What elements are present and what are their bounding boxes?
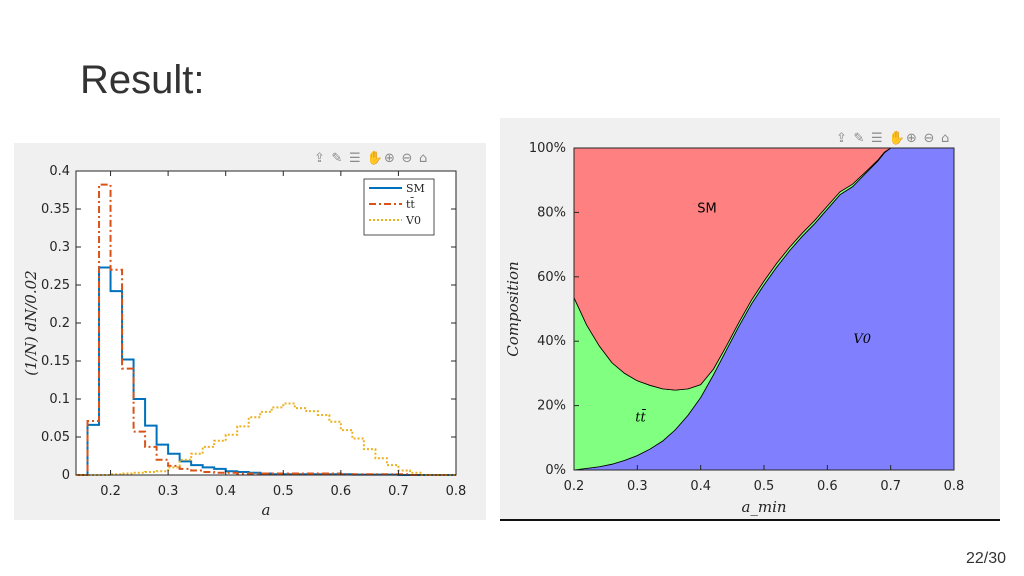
y-axis-label: (1/N) dN/0.02 [22, 270, 40, 375]
series-line-2 [76, 402, 456, 476]
region-label-sm: SM [697, 201, 716, 216]
y-tick-label: 0.15 [41, 354, 70, 369]
composition-chart: 0.2 0.3 0.4 0.5 0.6 0.7 0.8 0% 20% 40% 60% 80% 100% a… [504, 130, 965, 516]
legend-label-0: SM [406, 182, 425, 195]
x-tick-label: 0.7 [880, 479, 901, 494]
home-icon[interactable]: ⌂ [419, 151, 427, 166]
y-tick-label: 0.05 [41, 430, 70, 445]
y-tick-label: 0 [62, 468, 70, 483]
region-label-tt: tt̄ [635, 409, 647, 426]
x-tick-label: 0.4 [690, 479, 711, 494]
brush-icon[interactable]: ✎ [854, 131, 865, 146]
y-tick-label: 20% [537, 399, 566, 414]
y-tick-label: 100% [529, 141, 566, 156]
x-tick-label: 0.8 [944, 479, 965, 494]
x-tick-label: 0.4 [215, 484, 236, 499]
legend-label-1: tt̄ [406, 198, 415, 211]
region-label-v0: V0 [853, 332, 871, 347]
x-tick-label: 0.6 [817, 479, 838, 494]
y-tick-label: 0% [545, 463, 566, 478]
x-tick-label: 0.3 [158, 484, 179, 499]
x-tick-label: 0.2 [100, 484, 121, 499]
legend-icon[interactable]: ☰ [871, 131, 883, 146]
y-tick-label: 60% [537, 270, 566, 285]
x-tick-label: 0.6 [331, 484, 352, 499]
zoom-out-icon[interactable]: ⊖ [402, 151, 413, 166]
y-tick-label: 0.1 [49, 392, 70, 407]
x-tick-label: 0.5 [273, 484, 294, 499]
page-number: 22/30 [965, 550, 1006, 567]
series-line-1 [76, 183, 456, 476]
zoom-in-icon[interactable]: ⊕ [906, 131, 917, 146]
histogram-chart: 0.2 0.3 0.4 0.5 0.6 0.7 0.8 0 0.05 0.1 0.15 0.2 0.25… [22, 150, 467, 519]
composition-figure: 0.2 0.3 0.4 0.5 0.6 0.7 0.8 0% 20% 40% 60% 80% 100% a… [500, 118, 1000, 520]
zoom-in-icon[interactable]: ⊕ [384, 151, 395, 166]
slide-title: Result: [80, 58, 205, 102]
y-tick-label: 0.25 [41, 278, 70, 293]
brush-icon[interactable]: ✎ [332, 151, 343, 166]
y-tick-label: 0.4 [49, 164, 70, 179]
legend-label-2: V0 [405, 214, 421, 227]
bottom-rule [500, 519, 1000, 521]
legend-icon[interactable]: ☰ [349, 151, 361, 166]
pan-icon[interactable]: ✋ [367, 150, 383, 166]
x-tick-label: 0.8 [446, 484, 467, 499]
y-tick-label: 40% [537, 334, 566, 349]
histogram-figure: 0.2 0.3 0.4 0.5 0.6 0.7 0.8 0 0.05 0.1 0.15 0.2 0.25… [14, 143, 486, 520]
y-tick-label: 80% [537, 205, 566, 220]
export-icon[interactable]: ⇪ [836, 131, 847, 146]
y-axis-label: Composition [504, 261, 522, 356]
x-axis-label: a_min [741, 498, 786, 516]
home-icon[interactable]: ⌂ [941, 131, 949, 146]
zoom-out-icon[interactable]: ⊖ [924, 131, 935, 146]
x-tick-label: 0.5 [754, 479, 775, 494]
x-axis-label: a [262, 501, 271, 519]
y-tick-label: 0.2 [49, 316, 70, 331]
y-tick-label: 0.35 [41, 202, 70, 217]
x-tick-label: 0.2 [564, 479, 585, 494]
x-tick-label: 0.3 [627, 479, 648, 494]
y-tick-label: 0.3 [49, 240, 70, 255]
pan-icon[interactable]: ✋ [889, 130, 905, 146]
x-tick-label: 0.7 [388, 484, 409, 499]
export-icon[interactable]: ⇪ [314, 151, 325, 166]
